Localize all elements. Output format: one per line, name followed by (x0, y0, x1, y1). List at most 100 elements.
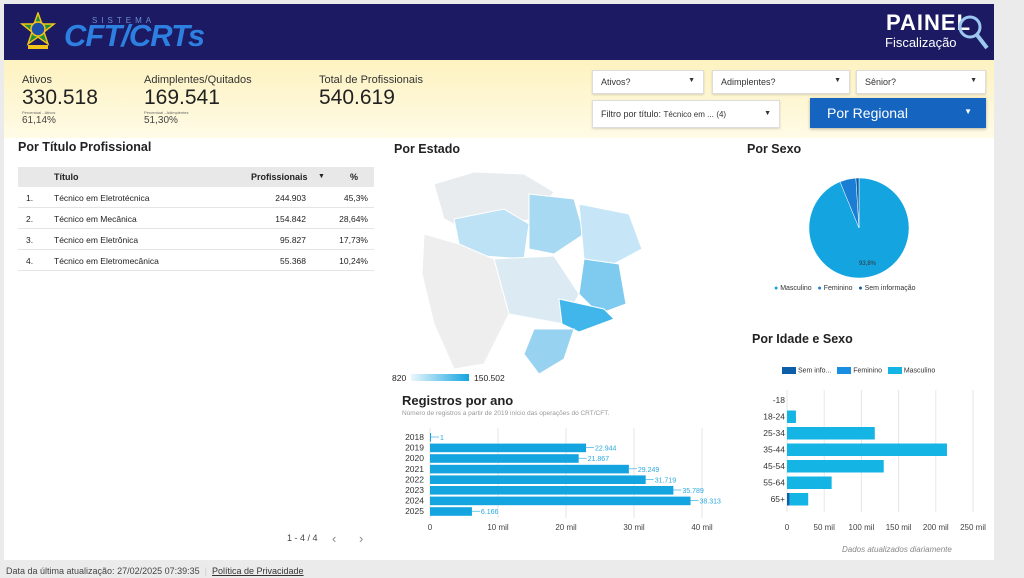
row-index: 4. (26, 256, 34, 266)
next-page-button[interactable]: › (359, 531, 364, 546)
legend-label: Feminino (853, 367, 883, 375)
table-row: 2. Técnico em Mecânica 154.842 28,64% (18, 208, 374, 229)
x-tick-label: 100 mil (849, 523, 875, 532)
kpi-label: Total de Profissionais (319, 74, 423, 86)
kpi-ativos: Ativos 330.518 Percentual - Ativos 61,14… (22, 74, 98, 126)
map-region-para (528, 193, 585, 255)
bar-value-label: 29.249 (638, 467, 660, 474)
map-region-south (523, 328, 575, 375)
map-region-northeast (578, 203, 643, 265)
sexo-pie-chart[interactable] (807, 176, 911, 280)
bar-2022 (430, 475, 646, 484)
bar-2018 (430, 433, 431, 442)
y-category-label: 2019 (405, 443, 424, 453)
x-tick-label: 0 (428, 523, 433, 532)
kpi-label: Adimplentes/Quitados (144, 74, 252, 86)
bar-55-64-masculino (787, 476, 832, 489)
senior-filter-dropdown[interactable]: Sênior? ▼ (856, 70, 986, 94)
y-category-label: 35-44 (763, 445, 785, 455)
caret-down-icon: ▼ (834, 77, 841, 84)
y-category-label: -18 (773, 395, 786, 405)
x-tick-label: 30 mil (623, 523, 645, 532)
bar-18-24-masculino (787, 410, 796, 423)
pie-slice-label: 93,8% (859, 261, 877, 267)
kpi-percent: 61,14% (22, 115, 56, 126)
caret-down-icon: ▼ (970, 77, 977, 84)
bar-2019 (430, 443, 587, 453)
bar-2021 (430, 464, 629, 474)
adimplentes-filter-dropdown[interactable]: Adimplentes? ▼ (712, 70, 850, 94)
caret-down-icon: ▼ (964, 107, 972, 116)
titulo-section-title: Por Título Profissional (18, 140, 152, 154)
y-category-label: 45-54 (763, 461, 785, 471)
regional-label: Por Regional (827, 105, 908, 121)
row-pct: 17,73% (339, 235, 368, 245)
panel-title: PAINEL (886, 10, 972, 35)
column-header-profissionais[interactable]: Profissionais (251, 172, 308, 182)
footer: Data da última atualização: 27/02/2025 0… (6, 566, 304, 576)
magnifier-icon (956, 12, 990, 52)
kpi-value: 169.541 (144, 86, 220, 109)
bar-value-label: 22.944 (595, 446, 617, 453)
legend-dot-icon: ● (817, 285, 822, 292)
x-tick-label: 20 mil (555, 523, 577, 532)
kpi-bar: Ativos 330.518 Percentual - Ativos 61,14… (4, 60, 994, 138)
row-profissionais: 55.368 (280, 256, 306, 266)
row-pct: 10,24% (339, 256, 368, 266)
y-category-label: 18-24 (763, 412, 785, 422)
y-category-label: 25-34 (763, 428, 785, 438)
registros-subtitle: Número de registros a partir de 2019 iní… (402, 410, 610, 417)
brazil-map[interactable] (414, 164, 644, 384)
legend-label: Sem info... (797, 367, 832, 375)
titulo-filter-dropdown[interactable]: Filtro por título: Técnico em ... (4) ▼ (592, 100, 780, 128)
y-category-label: 55-64 (763, 478, 785, 488)
sexo-legend: ● Masculino ● Feminino ● Sem informação (774, 285, 916, 292)
kpi-sublabel: Percentual - Ativos (22, 110, 56, 115)
column-header-titulo[interactable]: Título (54, 172, 79, 182)
x-tick-label: 200 mil (923, 523, 949, 532)
filter-label: Sênior? (865, 77, 897, 87)
y-category-label: 2022 (405, 474, 424, 484)
bar-65+-seminfo (787, 493, 790, 506)
idade-bar-chart[interactable]: 0 50 mil 100 mil 150 mil 200 mil 250 mil -18 18… (749, 388, 994, 536)
logo-text: CFT/CRTs (64, 18, 205, 53)
registros-section-title: Registros por ano (402, 393, 514, 408)
kpi-value: 540.619 (319, 86, 395, 109)
legend-swatch (782, 367, 796, 374)
table-header: Título Profissionais ▼ % (18, 167, 374, 187)
regional-dropdown[interactable]: Por Regional ▼ (810, 98, 986, 128)
row-index: 1. (26, 193, 34, 203)
bar-45-54-masculino (787, 460, 884, 473)
row-index: 3. (26, 235, 34, 245)
update-note: Dados atualizados diariamente (842, 545, 952, 554)
filter-label: Ativos? (601, 77, 631, 87)
legend-label: Masculino (780, 285, 812, 292)
row-profissionais: 154.842 (275, 214, 306, 224)
bar-value-label: 35.789 (682, 488, 704, 495)
legend-dot-icon: ● (858, 285, 863, 292)
privacy-policy-link[interactable]: Política de Privacidade (212, 566, 304, 576)
registros-bar-chart[interactable]: 0 10 mil 20 mil 30 mil 40 mil 2018 1 2019 22.944… (392, 424, 722, 536)
sort-desc-icon[interactable]: ▼ (318, 173, 325, 180)
filter-label: Adimplentes? (721, 77, 776, 87)
table-row: 1. Técnico em Eletrotécnica 244.903 45,3… (18, 187, 374, 208)
kpi-label: Ativos (22, 74, 52, 86)
prev-page-button[interactable]: ‹ (332, 531, 337, 546)
map-region-bahia (578, 258, 627, 315)
filter-count: (4) (716, 110, 727, 119)
estado-section-title: Por Estado (394, 142, 460, 156)
report-canvas: SISTEMA CFT/CRTs PAINEL Fiscalização Ati… (4, 4, 994, 560)
ativos-filter-dropdown[interactable]: Ativos? ▼ (592, 70, 704, 94)
row-titulo: Técnico em Eletrotécnica (54, 193, 150, 203)
row-titulo: Técnico em Mecânica (54, 214, 137, 224)
legend-dot-icon: ● (774, 285, 779, 292)
idade-section-title: Por Idade e Sexo (752, 332, 853, 346)
table-row: 3. Técnico em Eletrônica 95.827 17,73% (18, 229, 374, 250)
kpi-percent: 51,30% (144, 115, 178, 126)
legend-label: Feminino (823, 285, 853, 292)
column-header-pct[interactable]: % (350, 172, 359, 182)
map-region-west (421, 233, 510, 370)
caret-down-icon: ▼ (764, 110, 771, 117)
map-legend-gradient (411, 374, 469, 381)
x-tick-label: 40 mil (691, 523, 713, 532)
